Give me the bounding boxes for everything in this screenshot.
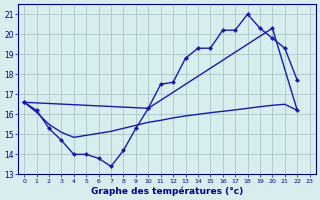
- X-axis label: Graphe des températures (°c): Graphe des températures (°c): [91, 186, 243, 196]
